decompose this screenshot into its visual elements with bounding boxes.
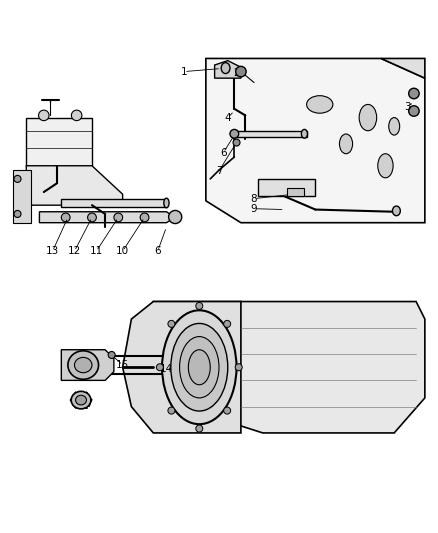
Circle shape <box>224 320 231 327</box>
Circle shape <box>224 407 231 414</box>
Text: 4: 4 <box>224 112 231 123</box>
Ellipse shape <box>221 62 230 74</box>
Ellipse shape <box>76 395 86 405</box>
Text: 8: 8 <box>251 193 258 204</box>
Ellipse shape <box>71 391 91 409</box>
Text: 6: 6 <box>154 246 161 256</box>
Ellipse shape <box>389 118 399 135</box>
Circle shape <box>114 213 123 222</box>
Text: 17: 17 <box>81 399 94 409</box>
Ellipse shape <box>378 154 393 178</box>
Circle shape <box>156 364 163 371</box>
Circle shape <box>14 175 21 182</box>
Text: 12: 12 <box>68 246 81 256</box>
Text: 14: 14 <box>160 365 173 374</box>
Circle shape <box>236 66 246 77</box>
Ellipse shape <box>162 310 237 424</box>
Text: 15: 15 <box>116 360 129 370</box>
Ellipse shape <box>74 358 92 373</box>
Polygon shape <box>287 188 304 197</box>
Ellipse shape <box>307 96 333 113</box>
Circle shape <box>140 213 149 222</box>
Text: 2: 2 <box>233 68 240 78</box>
Polygon shape <box>381 59 425 78</box>
Polygon shape <box>26 118 92 166</box>
Circle shape <box>196 425 203 432</box>
Ellipse shape <box>392 206 400 216</box>
Text: 9: 9 <box>251 204 258 214</box>
Circle shape <box>409 88 419 99</box>
Ellipse shape <box>188 350 210 385</box>
Circle shape <box>168 320 175 327</box>
Circle shape <box>61 213 70 222</box>
Ellipse shape <box>180 336 219 398</box>
Ellipse shape <box>359 104 377 131</box>
Circle shape <box>196 302 203 310</box>
Text: 7: 7 <box>215 166 223 176</box>
Circle shape <box>71 110 82 120</box>
Circle shape <box>233 139 240 146</box>
Circle shape <box>39 110 49 120</box>
Polygon shape <box>206 59 425 223</box>
Ellipse shape <box>301 130 307 138</box>
Polygon shape <box>39 212 175 223</box>
Polygon shape <box>13 170 31 223</box>
Polygon shape <box>61 350 114 381</box>
Polygon shape <box>61 199 166 207</box>
Text: 1: 1 <box>180 67 187 77</box>
Polygon shape <box>215 61 241 78</box>
Circle shape <box>409 106 419 116</box>
Text: 6: 6 <box>220 148 227 158</box>
Circle shape <box>169 211 182 223</box>
Circle shape <box>230 130 239 138</box>
Ellipse shape <box>164 198 169 208</box>
Text: 11: 11 <box>90 246 103 256</box>
Polygon shape <box>258 179 315 197</box>
Text: 13: 13 <box>46 246 59 256</box>
Circle shape <box>88 213 96 222</box>
Ellipse shape <box>171 324 228 411</box>
Text: 3: 3 <box>404 102 411 111</box>
Ellipse shape <box>339 134 353 154</box>
Polygon shape <box>153 302 425 433</box>
Ellipse shape <box>68 351 99 379</box>
Text: 10: 10 <box>116 246 129 256</box>
Circle shape <box>235 364 242 371</box>
Polygon shape <box>123 302 241 433</box>
Polygon shape <box>232 131 307 138</box>
Circle shape <box>108 351 115 359</box>
Circle shape <box>14 211 21 217</box>
Circle shape <box>168 407 175 414</box>
Text: 16: 16 <box>90 373 103 383</box>
Polygon shape <box>26 166 123 205</box>
